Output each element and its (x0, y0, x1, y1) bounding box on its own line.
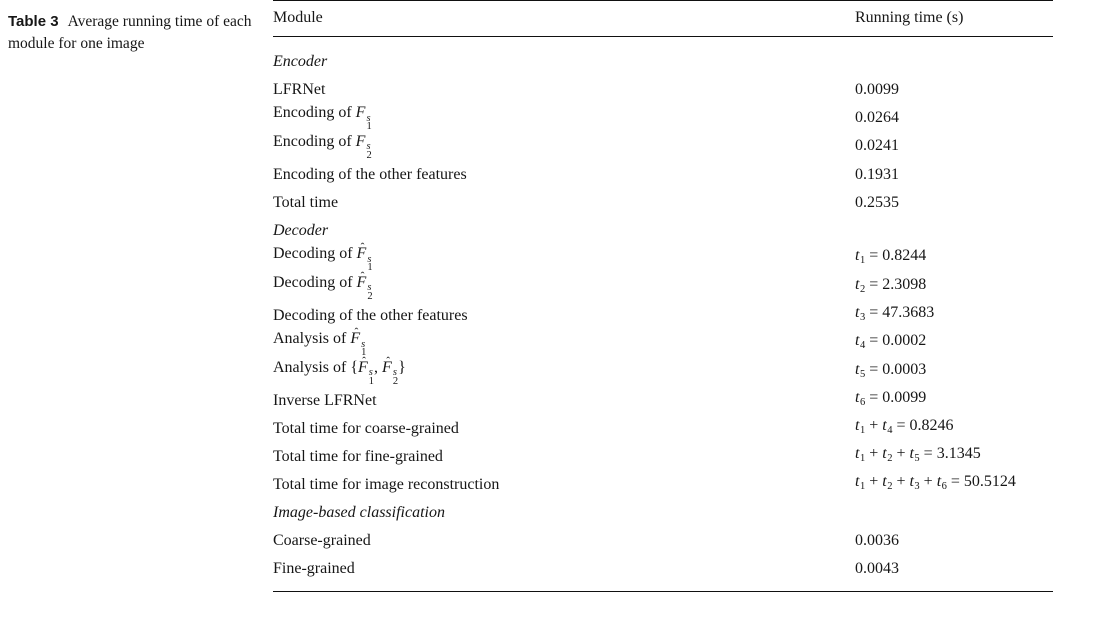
time-cell: t1 + t2 + t5 = 3.1345 (855, 445, 981, 464)
running-time-table: Module Running time (s) Encoder LFRNet 0.0… (273, 0, 1053, 592)
hat-accent: ˆ (362, 355, 366, 368)
module-cell: Total time for image reconstruction (273, 475, 500, 493)
table-row: Total time for coarse-grained t1 + t4 = 0… (273, 414, 1053, 442)
math-variable: t6 (936, 473, 947, 492)
math-variable: t4 (882, 417, 893, 436)
module-cell: Total time for fine-grained (273, 447, 443, 465)
table-row: Total time for image reconstruction t1 + … (273, 470, 1053, 498)
table-row: Analysis of F ˆ s 1 t4 = 0.0002 (273, 327, 1053, 358)
table-row: LFRNet 0.0099 (273, 75, 1053, 103)
table-caption-label: Table 3 (8, 13, 59, 30)
math-variable: t3 (909, 473, 920, 492)
time-cell: t5 = 0.0003 (855, 360, 927, 380)
math-variable: t5 (855, 360, 866, 380)
time-cell: 0.0241 (855, 137, 899, 155)
module-cell: Encoder (273, 52, 328, 70)
time-cell: 0.0264 (855, 108, 899, 126)
module-cell: Decoder (273, 221, 329, 239)
time-cell: 0.0036 (855, 531, 899, 549)
math-variable: t3 (855, 304, 866, 323)
math-variable: t2 (882, 473, 893, 492)
table-row: Encoding of the other features 0.1931 (273, 160, 1053, 188)
time-cell (855, 37, 1053, 76)
table-row: Inverse LFRNet t6 = 0.0099 (273, 386, 1053, 414)
time-cell: t1 = 0.8244 (855, 247, 927, 267)
hat-accent: ˆ (360, 270, 365, 283)
section-row: Image-based classification (273, 498, 1053, 526)
time-cell (855, 498, 1053, 526)
module-cell: Inverse LFRNet (273, 391, 377, 409)
time-cell: t6 = 0.0099 (855, 389, 927, 408)
table-row: Decoding of the other features t3 = 47.36… (273, 301, 1053, 329)
table-row: Total time for fine-grained t1 + t2 + t5 … (273, 442, 1053, 470)
math-variable: t5 (909, 445, 920, 464)
module-cell: Encoding of the other features (273, 165, 467, 183)
math-variable: t6 (855, 389, 866, 408)
math-variable: t1 (855, 247, 866, 267)
time-cell (855, 216, 1053, 244)
table-row: Fine-grained 0.0043 (273, 554, 1053, 592)
math-variable: t4 (855, 332, 866, 352)
table-row: Analysis of {F ˆ s 1, F ˆ s 2} t5 = 0.0003 (273, 356, 1053, 387)
hat-accent: ˆ (386, 355, 391, 368)
time-cell: t3 = 47.3683 (855, 304, 935, 323)
math-variable: t2 (882, 445, 893, 464)
time-cell: 0.2535 (855, 193, 899, 211)
table-caption: Table 3 Average running time of each modu… (8, 11, 254, 55)
column-header-module: Module (273, 0, 855, 37)
module-cell: Analysis of {F ˆ s 1, F ˆ s 2} (273, 356, 855, 387)
math-variable: t1 (855, 473, 866, 492)
math-variable: t2 (855, 275, 866, 295)
time-cell: t1 + t4 = 0.8246 (855, 417, 954, 436)
time-cell: t4 = 0.0002 (855, 332, 927, 352)
header-row: Module Running time (s) (273, 0, 1053, 37)
table-row: Coarse-grained 0.0036 (273, 526, 1053, 554)
module-cell: Coarse-grained (273, 531, 371, 549)
math-variable: t1 (855, 417, 866, 436)
column-header-running-time: Running time (s) (855, 0, 1053, 37)
section-row: Decoder (273, 216, 1053, 244)
module-cell: Image-based classification (273, 503, 445, 521)
module-cell: Total time for coarse-grained (273, 419, 459, 437)
time-cell: 0.1931 (855, 165, 899, 183)
math-variable: t1 (855, 445, 866, 464)
table: Module Running time (s) Encoder LFRNet 0.0… (273, 0, 1053, 592)
section-row: Encoder (273, 37, 1053, 76)
table-row: Total time 0.2535 (273, 188, 1053, 216)
time-cell: t2 = 2.3098 (855, 275, 927, 295)
table-caption-text: Average running time of each module for … (8, 13, 252, 52)
time-cell: t1 + t2 + t3 + t6 = 50.5124 (855, 473, 1016, 492)
table-row: Decoding of F ˆ s 2 t2 = 2.3098 (273, 271, 1053, 302)
module-cell: LFRNet (273, 80, 326, 98)
time-cell: 0.0043 (855, 554, 1053, 592)
module-cell: Fine-grained (273, 554, 855, 592)
table-row: Decoding of F ˆ s 1 t1 = 0.8244 (273, 242, 1053, 273)
module-cell: Decoding of the other features (273, 306, 468, 324)
module-cell: Total time (273, 193, 339, 211)
hat-accent: ˆ (360, 242, 365, 255)
time-cell: 0.0099 (855, 80, 899, 98)
hat-accent: ˆ (354, 327, 359, 340)
